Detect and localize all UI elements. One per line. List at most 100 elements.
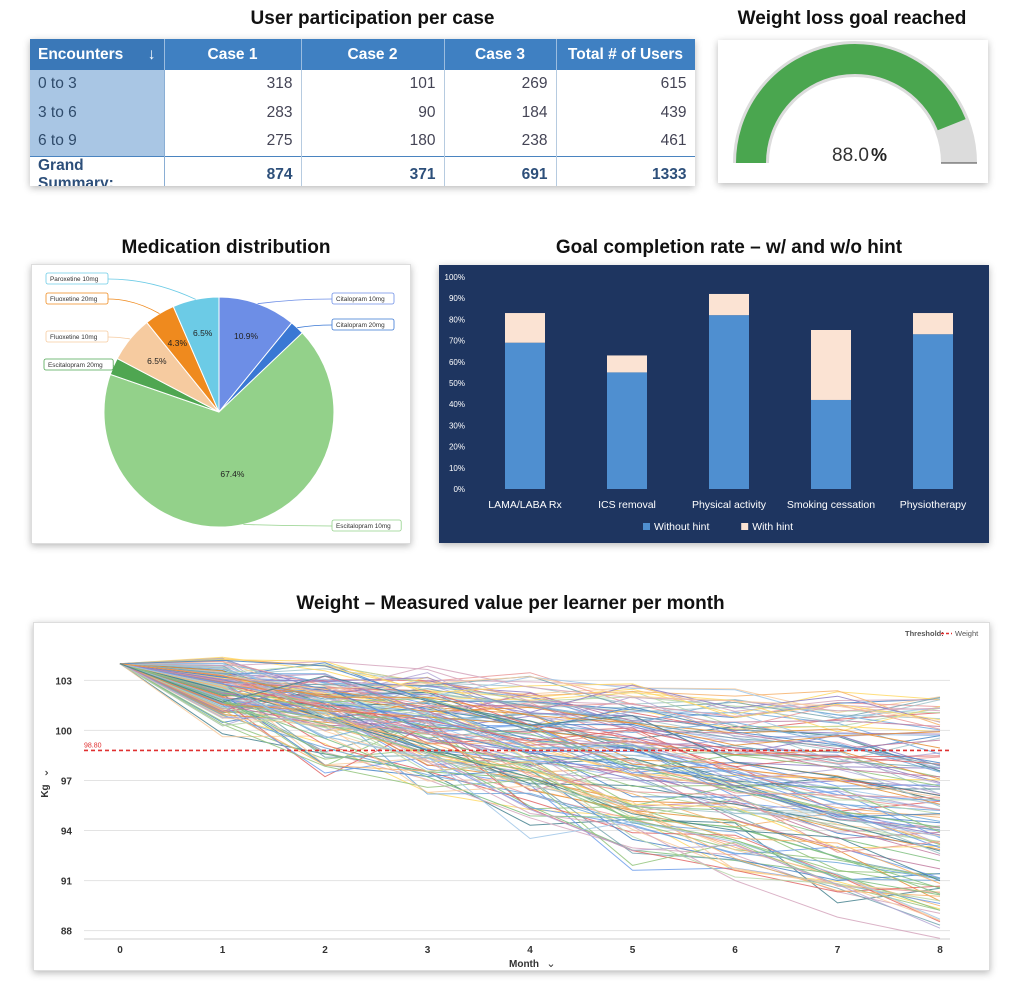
pie-label-box <box>331 292 395 305</box>
y-tick-label: 90% <box>449 294 465 303</box>
y-axis-title: Kg <box>40 784 51 797</box>
threshold-legend-title: Threshold: <box>905 629 944 638</box>
pie-chart: 10.9% Citalopram 10mg Citalopram 20mg 67.4%… <box>43 272 402 532</box>
line-card: 88 91 94 97 100 103 0 1 2 3 4 5 6 7 8 Month ⌄ Kg ⌄ 98.80 Thr… <box>33 622 990 971</box>
table-row: 0 to 3 318 101 269 615 <box>30 70 695 99</box>
table-row: 6 to 9 275 180 238 461 <box>30 127 695 156</box>
learner-line <box>119 663 941 855</box>
learner-line <box>119 663 941 849</box>
table-cell: 101 <box>301 70 445 99</box>
pie-data-label: 67.4% <box>220 469 245 479</box>
learner-line <box>119 663 941 847</box>
learner-line <box>119 663 941 805</box>
learner-line <box>119 663 941 870</box>
learner-line <box>119 663 941 929</box>
learner-line <box>119 663 941 879</box>
table-cell: 184 <box>444 98 557 127</box>
column-header-encounters[interactable]: Encounters ↓ <box>30 39 165 70</box>
x-tick-label: ICS removal <box>598 499 656 511</box>
x-tick-label: Physiotherapy <box>900 499 967 511</box>
y-tick-label: 50% <box>449 379 465 388</box>
x-tick-label: 2 <box>322 945 328 956</box>
learner-line <box>119 663 941 802</box>
pie-data-label: 6.5% <box>147 356 167 366</box>
x-tick-label: 1 <box>220 945 226 956</box>
learner-line <box>119 663 941 884</box>
pie-slice-name: Fluoxetine 20mg <box>50 296 98 303</box>
pie-label-box <box>43 358 114 371</box>
y-tick-label: 20% <box>449 443 465 452</box>
x-tick-label: 7 <box>835 945 841 956</box>
x-tick-label: 5 <box>630 945 636 956</box>
pie-leader-line <box>107 336 131 340</box>
learner-line <box>119 663 941 920</box>
table-header-row: Encounters ↓ Case 1 Case 2 Case 3 Total #… <box>30 39 695 70</box>
column-header-case-3[interactable]: Case 3 <box>444 39 557 70</box>
summary-cell: 691 <box>444 155 557 186</box>
pie-data-label: 4.3% <box>168 338 188 348</box>
pie-label-box <box>331 519 402 532</box>
x-tick-label: LAMA/LABA Rx <box>488 499 562 511</box>
pie-leader-line <box>107 278 196 300</box>
legend-swatch <box>741 523 749 530</box>
column-header-case-1[interactable]: Case 1 <box>164 39 302 70</box>
summary-label: Grand Summary: <box>30 155 165 186</box>
learner-line <box>119 663 941 896</box>
pie-leader-line <box>243 524 333 527</box>
gauge-title: Weight loss goal reached <box>737 8 967 29</box>
gauge-unit: % <box>871 145 887 165</box>
bar-without-hint <box>709 315 749 489</box>
learner-line <box>119 658 941 724</box>
row-label: 6 to 9 <box>30 127 165 156</box>
table-cell: 318 <box>164 70 302 99</box>
table-cell: 238 <box>444 127 557 156</box>
y-tick-label: 97 <box>61 776 73 787</box>
bar-without-hint <box>607 372 647 489</box>
column-header-case-2[interactable]: Case 2 <box>301 39 445 70</box>
learner-line <box>119 659 941 764</box>
threshold-legend-label: Weight <box>955 629 979 638</box>
y-tick-label: 10% <box>449 464 465 473</box>
legend-label: Without hint <box>654 521 710 533</box>
pie-title: Medication distribution <box>121 237 331 258</box>
x-tick-label: 0 <box>117 945 123 956</box>
bar-with-hint <box>607 355 647 373</box>
x-tick-label: 3 <box>425 945 431 956</box>
bar-with-hint <box>913 313 953 335</box>
y-tick-label: 100 <box>55 726 72 737</box>
pie-slice-name: Paroxetine 10mg <box>50 276 99 283</box>
bar-with-hint <box>709 293 749 316</box>
bar-without-hint <box>811 399 851 489</box>
table-cell: 461 <box>556 127 695 156</box>
learner-line <box>119 663 941 797</box>
learner-line <box>119 663 941 795</box>
learner-line <box>119 663 941 849</box>
x-tick-label: 6 <box>732 945 738 956</box>
pie-slice-name: Citalopram 10mg <box>336 296 385 303</box>
y-tick-label: 88 <box>61 927 73 938</box>
table-cell: 269 <box>444 70 557 99</box>
learner-line <box>119 663 941 879</box>
pie-label-box <box>45 272 109 285</box>
y-tick-label: 0% <box>453 485 465 494</box>
y-tick-label: 103 <box>55 676 72 687</box>
chevron-down-icon: ⌄ <box>38 768 51 777</box>
column-header-total-users[interactable]: Total # of Users <box>556 39 695 70</box>
learner-line <box>119 663 941 902</box>
arrow-down-icon[interactable]: ↓ <box>147 45 156 63</box>
learner-line <box>119 663 941 801</box>
learner-line <box>119 663 941 880</box>
y-tick-label: 94 <box>61 827 73 838</box>
y-tick-label: 60% <box>449 358 465 367</box>
learner-line <box>119 663 941 746</box>
pie-slice <box>218 296 293 414</box>
y-tick-label: 100% <box>445 273 465 282</box>
bar-without-hint <box>505 342 545 489</box>
pie-label-box <box>45 330 109 343</box>
pie-slice-name: Citalopram 20mg <box>336 322 385 329</box>
table-cell: 180 <box>301 127 445 156</box>
x-axis-title: Month <box>509 959 539 970</box>
pie-slice-name: Escitalopram 10mg <box>336 523 391 530</box>
pie-data-label: 10.9% <box>234 331 259 341</box>
y-tick-label: 40% <box>449 400 465 409</box>
